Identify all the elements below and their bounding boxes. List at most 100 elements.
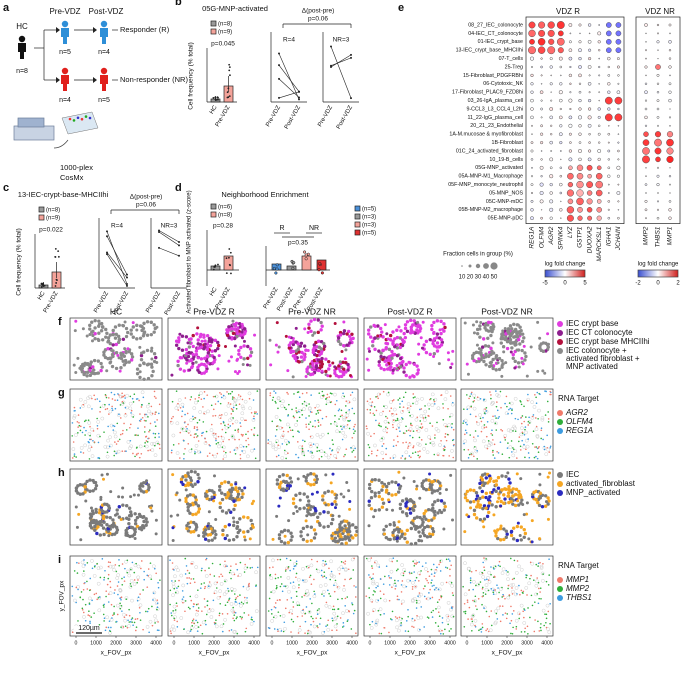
transcript bbox=[425, 443, 427, 445]
cell bbox=[324, 357, 327, 360]
transcript bbox=[90, 616, 92, 618]
transcript bbox=[247, 431, 249, 433]
transcript bbox=[449, 575, 451, 577]
transcript bbox=[442, 407, 444, 409]
cell bbox=[497, 496, 500, 499]
transcript bbox=[431, 569, 433, 571]
transcript bbox=[234, 620, 236, 622]
transcript bbox=[243, 603, 245, 605]
transcript bbox=[139, 457, 141, 459]
transcript bbox=[316, 568, 318, 570]
heat-dot bbox=[541, 75, 542, 76]
transcript bbox=[410, 430, 412, 432]
heat-dot bbox=[606, 48, 611, 53]
transcript bbox=[187, 424, 189, 426]
cell bbox=[186, 482, 189, 485]
cell bbox=[436, 499, 439, 502]
transcript bbox=[467, 601, 469, 603]
cell bbox=[404, 323, 407, 326]
transcript bbox=[302, 451, 304, 453]
transcript bbox=[72, 595, 74, 597]
cell bbox=[520, 349, 523, 352]
label: R=4 bbox=[283, 37, 295, 44]
transcript bbox=[243, 586, 245, 588]
cell bbox=[203, 346, 206, 349]
transcript bbox=[120, 599, 122, 601]
transcript bbox=[351, 628, 353, 630]
transcript bbox=[77, 432, 79, 434]
transcript bbox=[381, 633, 383, 635]
transcript bbox=[82, 404, 84, 406]
transcript bbox=[193, 618, 195, 620]
transcript bbox=[483, 399, 485, 401]
cell bbox=[348, 335, 351, 338]
transcript bbox=[148, 437, 150, 439]
cell bbox=[185, 488, 188, 491]
label: n=5 bbox=[59, 49, 71, 56]
label: VDZ NR bbox=[645, 7, 675, 16]
transcript bbox=[391, 413, 393, 415]
cell bbox=[97, 359, 100, 362]
transcript bbox=[108, 413, 110, 415]
transcript bbox=[222, 575, 224, 577]
transcript bbox=[492, 454, 494, 456]
cell bbox=[132, 336, 135, 339]
point bbox=[228, 69, 230, 71]
cell bbox=[384, 342, 387, 345]
heat-dot bbox=[607, 175, 610, 178]
cell bbox=[286, 369, 289, 372]
transcript bbox=[473, 400, 475, 402]
cell bbox=[280, 540, 283, 543]
cell bbox=[509, 500, 512, 503]
cell bbox=[317, 318, 320, 321]
transcript bbox=[390, 618, 392, 620]
heat-dot bbox=[669, 33, 670, 34]
label: h bbox=[58, 467, 65, 479]
transcript bbox=[109, 446, 111, 448]
point bbox=[178, 241, 180, 243]
transcript bbox=[450, 628, 452, 630]
transcript bbox=[369, 624, 371, 626]
transcript bbox=[538, 451, 540, 453]
transcript bbox=[126, 429, 128, 431]
transcript bbox=[135, 630, 137, 632]
transcript bbox=[324, 631, 326, 633]
heat-dot bbox=[669, 208, 672, 211]
cell bbox=[204, 528, 207, 531]
cell bbox=[192, 345, 195, 348]
transcript bbox=[534, 619, 536, 621]
heat-dot bbox=[589, 91, 591, 93]
transcript bbox=[334, 609, 336, 611]
point bbox=[126, 277, 128, 279]
transcript bbox=[354, 424, 356, 426]
transcript bbox=[140, 568, 142, 570]
cell bbox=[281, 531, 284, 534]
transcript bbox=[311, 559, 313, 561]
cell bbox=[464, 493, 467, 496]
cell bbox=[276, 321, 279, 324]
heat-dot bbox=[657, 108, 659, 110]
cell bbox=[432, 355, 435, 358]
cell bbox=[524, 532, 527, 535]
cell bbox=[287, 541, 290, 544]
transcript bbox=[197, 422, 199, 424]
transcript bbox=[112, 409, 114, 411]
label: 11_22-IgG_plasma_cell bbox=[467, 115, 523, 121]
heat-dot bbox=[645, 192, 646, 193]
cell bbox=[237, 492, 240, 495]
heat-dot bbox=[608, 66, 610, 68]
cell bbox=[544, 505, 547, 508]
label: 05A-MNP-M1_Macrophage bbox=[459, 174, 524, 180]
transcript bbox=[228, 427, 230, 429]
cell bbox=[478, 347, 481, 350]
cell bbox=[121, 324, 124, 327]
cell bbox=[548, 471, 551, 474]
transcript bbox=[107, 584, 109, 586]
label: Fraction cells in group (%) bbox=[443, 252, 513, 258]
transcript bbox=[302, 393, 304, 395]
transcript bbox=[328, 568, 330, 570]
cell bbox=[355, 530, 358, 533]
label: Pre-VDZ bbox=[265, 105, 282, 128]
transcript bbox=[374, 414, 376, 416]
transcript bbox=[201, 568, 203, 570]
